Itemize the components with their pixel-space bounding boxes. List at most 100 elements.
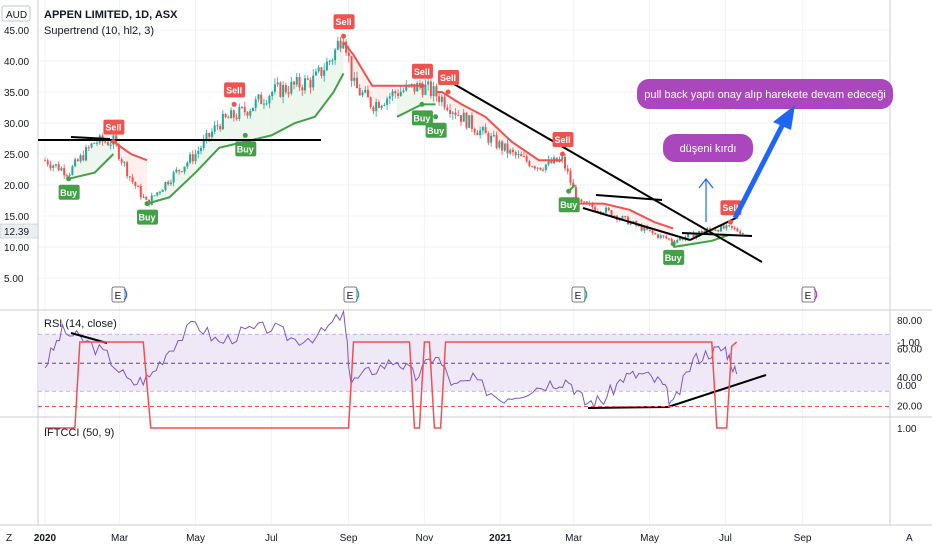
candle-body [544,164,547,170]
candle-body [394,91,397,94]
candle-body [591,203,594,208]
supertrend-lines [68,41,731,248]
candle-body [624,216,627,218]
sell-signal: Sell [224,82,246,107]
candle-body [528,161,531,167]
candle-body [273,84,276,92]
signal-dot [419,83,425,89]
candle-body [271,91,274,97]
signal-label: Buy [237,144,254,154]
rsi-y-axis[interactable]: 80.00 60.00 40.00 20.00 [897,316,922,413]
time-axis[interactable]: 2020 Mar May Jul Sep Nov 2021 Mar May Jul Sep [34,533,812,544]
candle-body [232,110,235,118]
candle-body [44,160,46,162]
candle-body [561,156,564,160]
candle-body [290,81,293,94]
candle-body [533,166,536,169]
continue-arrow-head [773,105,795,130]
buy-signal: Buy [235,132,257,157]
candle-body [325,61,328,71]
candle-body [320,67,323,76]
candle-body [476,132,479,135]
candle-body [429,81,432,97]
candle-body [328,60,331,62]
candle-body [525,156,528,162]
candle-body [451,112,454,114]
candle-body [145,196,148,200]
candle-body [492,135,495,137]
rsi-y-tick: 40.00 [897,373,922,384]
signal-badge [103,119,125,135]
candle-body [621,216,624,219]
candle-body [728,225,731,227]
candle-body [714,229,717,231]
price-y-axis[interactable]: 45.00 40.00 35.00 30.00 25.00 20.00 15.00 10.00… [4,26,29,285]
candle-body [421,86,424,95]
candle-body [416,82,419,92]
auto-scale-corner: A [906,533,913,544]
annotations[interactable]: düşeni kırdı pull back yaptı onay alıp h… [637,79,893,222]
rsi-pane[interactable]: RSI (14, close) [38,309,890,409]
candle-body [164,181,167,190]
signal-label: Buy [427,126,444,136]
candle-body [459,115,462,122]
candle-body [295,76,298,85]
candle-body [640,225,643,231]
time-tick: Sep [794,533,812,544]
signal-dot [242,132,248,138]
rsi-levels [38,333,890,392]
candle-body [82,155,85,161]
continue-text: pull back yaptı onay alıp harekete devam… [644,89,886,101]
earnings-event-marker: E [571,286,588,303]
rsi-title: RSI (14, close) [44,318,117,330]
candle-body [191,154,194,162]
signal-label: Sell [440,73,456,83]
candle-body [632,221,635,223]
candle-body [358,88,361,96]
candle-body [380,105,383,108]
indicator-label: Supertrend (10, hl2, 3) [44,25,154,37]
candle-body [52,165,55,168]
supertrend-down-segment [578,202,674,230]
price-series [44,36,744,245]
iftcci-line [45,341,738,429]
candle-body [301,87,304,91]
candle-body [167,181,170,185]
candle-body [230,110,233,119]
rsi-trendline [587,406,669,409]
iftcci-y-tick: 0.00 [897,381,917,392]
iftcci-y-axis[interactable]: 1.00 0.00 -1.00 [897,338,920,435]
candle-body [87,147,90,149]
time-tick: Jul [265,533,278,544]
candle-body [446,107,449,111]
candle-body [63,168,66,176]
candle-body [224,113,227,118]
candle-body [54,164,57,166]
candle-body [208,133,211,137]
iftcci-pane[interactable]: IFTCCI (50, 9) [38,341,890,439]
candle-body [479,130,482,135]
signal-badge [411,110,433,126]
candle-body [517,154,520,156]
candle-body [657,234,660,238]
time-tick: Nov [416,533,434,544]
candle-body [665,236,668,239]
signal-dot [110,139,116,145]
price-y-tick: 40.00 [4,57,29,68]
price-pane[interactable]: Buy Sell Buy Sell Buy Sell Sell Buy Buy Sell Sell B… [38,14,763,265]
candle-body [293,81,296,85]
price-y-tick: 35.00 [4,88,29,99]
candle-body [569,171,572,183]
candle-body [432,86,435,97]
signal-label: Sell [414,67,430,77]
signal-dot [66,176,72,182]
time-tick: May [186,533,205,544]
candle-body [700,231,703,234]
buy-signal: Buy [558,188,580,213]
candle-body [150,195,153,205]
buy-signal: Buy [425,114,447,138]
candle-body [542,169,545,171]
candle-body [189,154,192,163]
candle-body [251,107,254,112]
